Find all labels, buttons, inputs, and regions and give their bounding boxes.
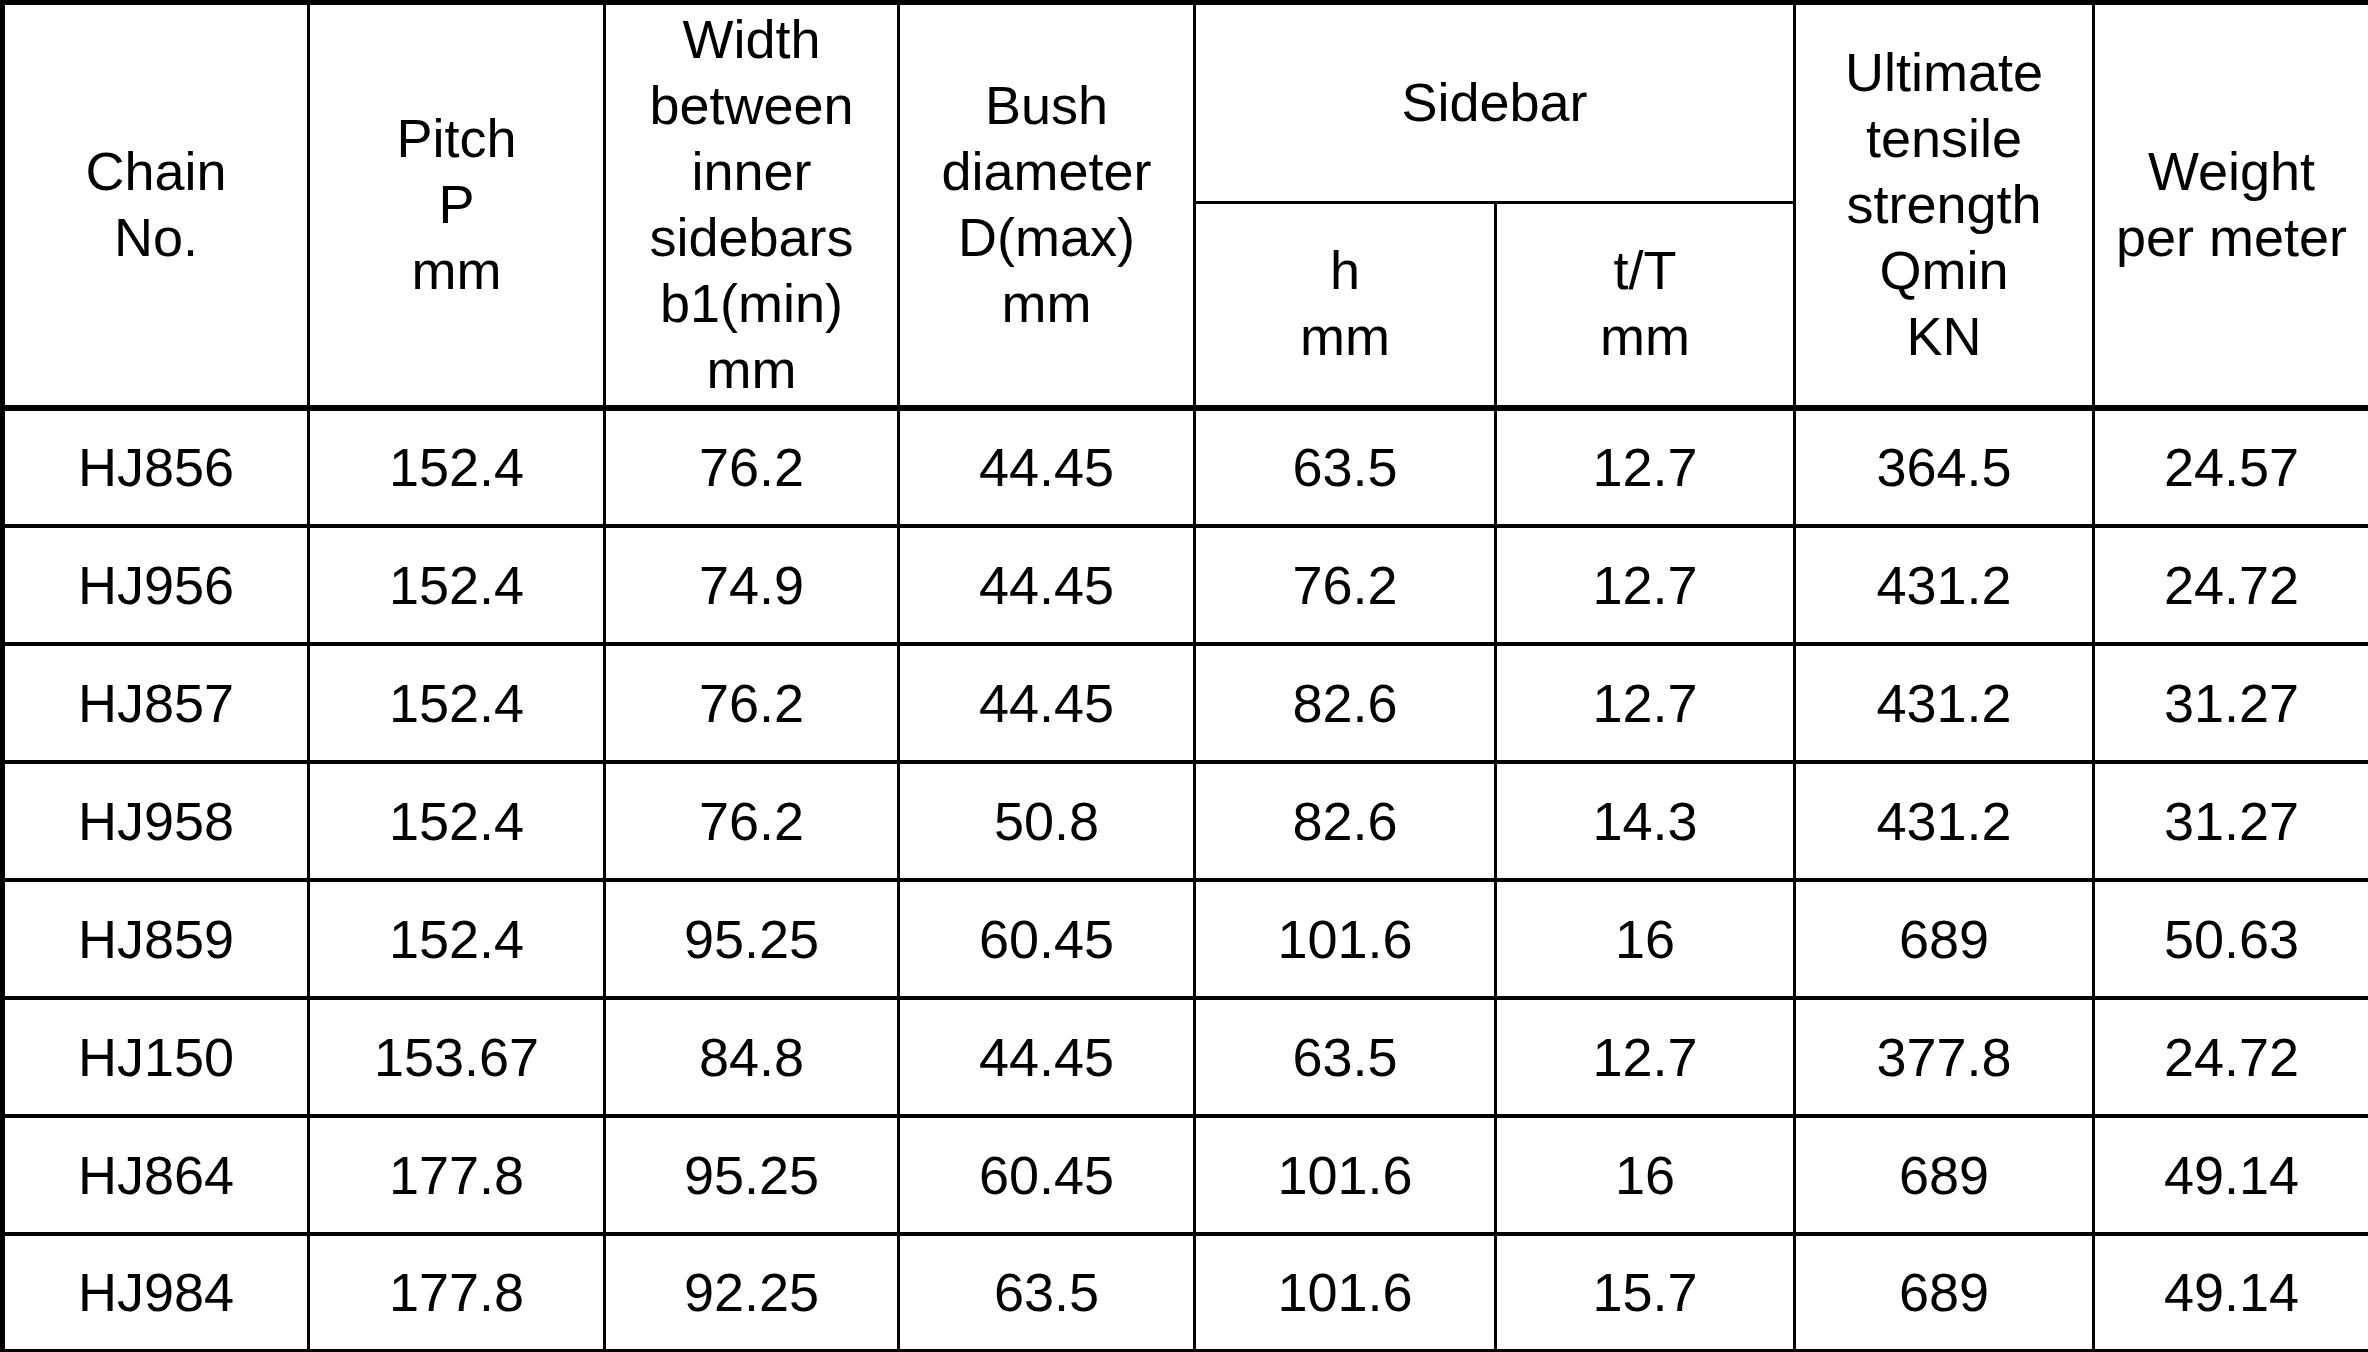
table-cell: 44.45: [899, 644, 1195, 762]
header-sidebar-group: Sidebar: [1195, 3, 1795, 203]
table-cell: 431.2: [1795, 644, 2094, 762]
chain-no-cell: HJ984: [3, 1234, 309, 1352]
chain-no-cell: HJ859: [3, 880, 309, 998]
header-weight-per-meter: Weight per meter: [2094, 3, 2368, 408]
table-cell: 152.4: [309, 644, 605, 762]
table-cell: 101.6: [1195, 1116, 1496, 1234]
table-cell: 60.45: [899, 1116, 1195, 1234]
table-cell: 76.2: [605, 644, 899, 762]
chain-no-cell: HJ150: [3, 998, 309, 1116]
table-cell: 177.8: [309, 1116, 605, 1234]
table-row: HJ864 177.8 95.25 60.45 101.6 16 689 49.…: [3, 1116, 2368, 1234]
table-cell: 76.2: [605, 762, 899, 880]
table-cell: 95.25: [605, 880, 899, 998]
table-cell: 101.6: [1195, 880, 1496, 998]
chain-no-cell: HJ864: [3, 1116, 309, 1234]
table-cell: 76.2: [1195, 526, 1496, 644]
table-row: HJ856 152.4 76.2 44.45 63.5 12.7 364.5 2…: [3, 408, 2368, 526]
table-cell: 689: [1795, 1234, 2094, 1352]
table-cell: 377.8: [1795, 998, 2094, 1116]
table-cell: 82.6: [1195, 644, 1496, 762]
header-width-between-inner-sidebars: Width between inner sidebars b1(min) mm: [605, 3, 899, 408]
table-cell: 63.5: [1195, 998, 1496, 1116]
table-cell: 95.25: [605, 1116, 899, 1234]
table-cell: 60.45: [899, 880, 1195, 998]
table-cell: 44.45: [899, 408, 1195, 526]
table-cell: 24.72: [2094, 998, 2368, 1116]
table-cell: 152.4: [309, 526, 605, 644]
table-cell: 84.8: [605, 998, 899, 1116]
header-ultimate-tensile-strength: Ultimate tensile strength Qmin KN: [1795, 3, 2094, 408]
header-bush-diameter: Bush diameter D(max) mm: [899, 3, 1195, 408]
table-cell: 153.67: [309, 998, 605, 1116]
table-cell: 364.5: [1795, 408, 2094, 526]
table-cell: 12.7: [1496, 644, 1795, 762]
table-cell: 15.7: [1496, 1234, 1795, 1352]
header-sidebar-h: h mm: [1195, 203, 1496, 408]
chain-no-cell: HJ958: [3, 762, 309, 880]
table-cell: 31.27: [2094, 762, 2368, 880]
chain-no-cell: HJ856: [3, 408, 309, 526]
table-cell: 431.2: [1795, 762, 2094, 880]
table-cell: 152.4: [309, 762, 605, 880]
table-cell: 177.8: [309, 1234, 605, 1352]
table-cell: 24.57: [2094, 408, 2368, 526]
table-cell: 16: [1496, 880, 1795, 998]
chain-spec-table: Chain No. Pitch P mm Width between inner…: [0, 0, 2368, 1352]
table-cell: 431.2: [1795, 526, 2094, 644]
table-cell: 152.4: [309, 408, 605, 526]
table-row: HJ859 152.4 95.25 60.45 101.6 16 689 50.…: [3, 880, 2368, 998]
table-cell: 24.72: [2094, 526, 2368, 644]
table-body: HJ856 152.4 76.2 44.45 63.5 12.7 364.5 2…: [3, 408, 2368, 1352]
table-cell: 12.7: [1496, 998, 1795, 1116]
table-cell: 50.8: [899, 762, 1195, 880]
table-header: Chain No. Pitch P mm Width between inner…: [3, 3, 2368, 408]
table-row: HJ857 152.4 76.2 44.45 82.6 12.7 431.2 3…: [3, 644, 2368, 762]
table-cell: 152.4: [309, 880, 605, 998]
header-sidebar-t-over-T: t/T mm: [1496, 203, 1795, 408]
header-pitch: Pitch P mm: [309, 3, 605, 408]
header-chain-no: Chain No.: [3, 3, 309, 408]
table-cell: 44.45: [899, 998, 1195, 1116]
table-row: HJ984 177.8 92.25 63.5 101.6 15.7 689 49…: [3, 1234, 2368, 1352]
table-cell: 82.6: [1195, 762, 1496, 880]
table-cell: 689: [1795, 1116, 2094, 1234]
chain-no-cell: HJ857: [3, 644, 309, 762]
table-cell: 49.14: [2094, 1234, 2368, 1352]
chain-no-cell: HJ956: [3, 526, 309, 644]
table-cell: 16: [1496, 1116, 1795, 1234]
table-cell: 50.63: [2094, 880, 2368, 998]
table-cell: 63.5: [1195, 408, 1496, 526]
table-cell: 31.27: [2094, 644, 2368, 762]
table-row: HJ150 153.67 84.8 44.45 63.5 12.7 377.8 …: [3, 998, 2368, 1116]
table-cell: 92.25: [605, 1234, 899, 1352]
table-cell: 689: [1795, 880, 2094, 998]
table-cell: 14.3: [1496, 762, 1795, 880]
table-cell: 101.6: [1195, 1234, 1496, 1352]
table-cell: 12.7: [1496, 408, 1795, 526]
table-cell: 74.9: [605, 526, 899, 644]
table-cell: 44.45: [899, 526, 1195, 644]
table-row: HJ958 152.4 76.2 50.8 82.6 14.3 431.2 31…: [3, 762, 2368, 880]
table-row: HJ956 152.4 74.9 44.45 76.2 12.7 431.2 2…: [3, 526, 2368, 644]
table-cell: 49.14: [2094, 1116, 2368, 1234]
chain-spec-page: Chain No. Pitch P mm Width between inner…: [0, 0, 2368, 1352]
table-cell: 63.5: [899, 1234, 1195, 1352]
table-cell: 76.2: [605, 408, 899, 526]
table-cell: 12.7: [1496, 526, 1795, 644]
